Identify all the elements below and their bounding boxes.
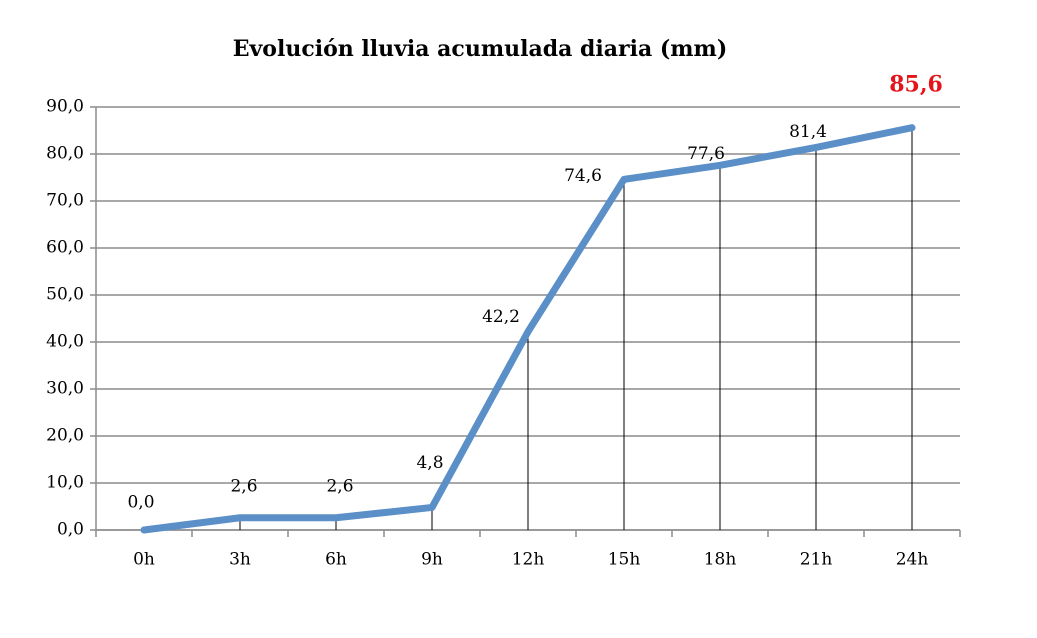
x-tick-label: 24h xyxy=(896,550,929,570)
data-label: 2,6 xyxy=(230,476,257,496)
y-tick-label: 50,0 xyxy=(46,285,84,305)
data-label: 0,0 xyxy=(127,493,154,513)
data-label: 4,8 xyxy=(416,453,443,473)
y-tick-label: 60,0 xyxy=(46,238,84,258)
x-tick-label: 12h xyxy=(512,550,545,570)
x-tick-label: 9h xyxy=(421,550,443,570)
y-tick-label: 0,0 xyxy=(57,520,84,540)
x-tick-label: 6h xyxy=(325,550,347,570)
x-tick-label: 18h xyxy=(704,550,737,570)
x-tick-label: 0h xyxy=(133,550,155,570)
y-tick-label: 80,0 xyxy=(46,144,84,164)
data-label: 77,6 xyxy=(687,144,725,164)
y-tick-label: 90,0 xyxy=(46,97,84,117)
data-label: 2,6 xyxy=(326,476,353,496)
data-label: 81,4 xyxy=(789,122,827,142)
y-tick-label: 30,0 xyxy=(46,379,84,399)
y-tick-label: 20,0 xyxy=(46,426,84,446)
chart-title: Evolución lluvia acumulada diaria (mm) xyxy=(233,36,727,62)
data-label: 85,6 xyxy=(889,72,943,98)
y-tick-label: 40,0 xyxy=(46,332,84,352)
y-tick-label: 70,0 xyxy=(46,191,84,211)
y-tick-label: 10,0 xyxy=(46,473,84,493)
data-label: 74,6 xyxy=(564,166,602,186)
x-tick-label: 21h xyxy=(800,550,833,570)
line xyxy=(140,124,916,534)
x-tick-label: 3h xyxy=(229,550,251,570)
x-tick-label: 15h xyxy=(608,550,641,570)
data-label: 42,2 xyxy=(482,307,520,327)
